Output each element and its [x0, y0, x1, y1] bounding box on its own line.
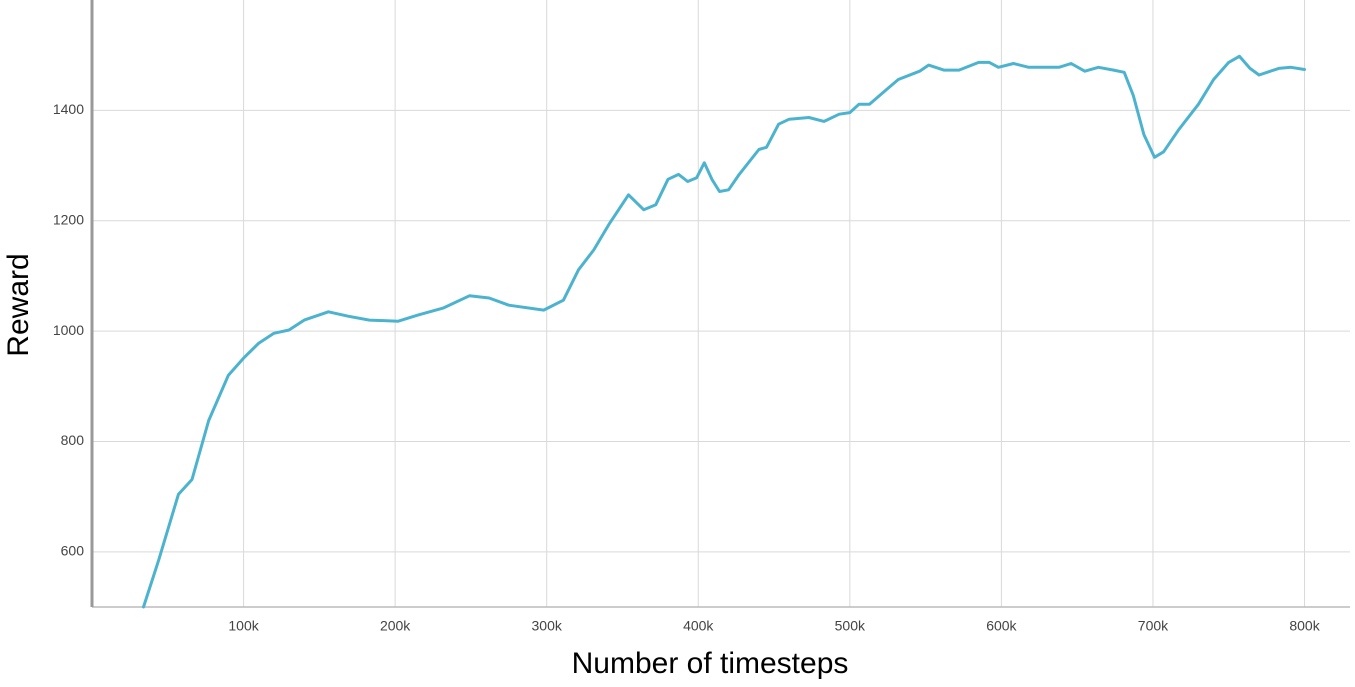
y-tick-label: 600 [61, 543, 85, 559]
y-tick-label: 1200 [53, 211, 84, 227]
x-axis-title: Number of timesteps [572, 647, 849, 680]
x-tick-label: 300k [532, 618, 563, 634]
y-tick-label: 1400 [53, 101, 84, 117]
x-tick-label: 200k [380, 618, 411, 634]
x-tick-label: 400k [683, 618, 714, 634]
x-tick-label: 700k [1138, 618, 1169, 634]
y-tick-label: 1000 [53, 322, 84, 338]
x-tick-label: 600k [986, 618, 1017, 634]
y-axis-title: Reward [2, 253, 35, 356]
x-tick-label: 100k [228, 618, 259, 634]
x-tick-label: 800k [1289, 618, 1320, 634]
line-series [142, 54, 1306, 609]
x-tick-label: 500k [835, 618, 866, 634]
y-tick-label: 800 [61, 432, 85, 448]
